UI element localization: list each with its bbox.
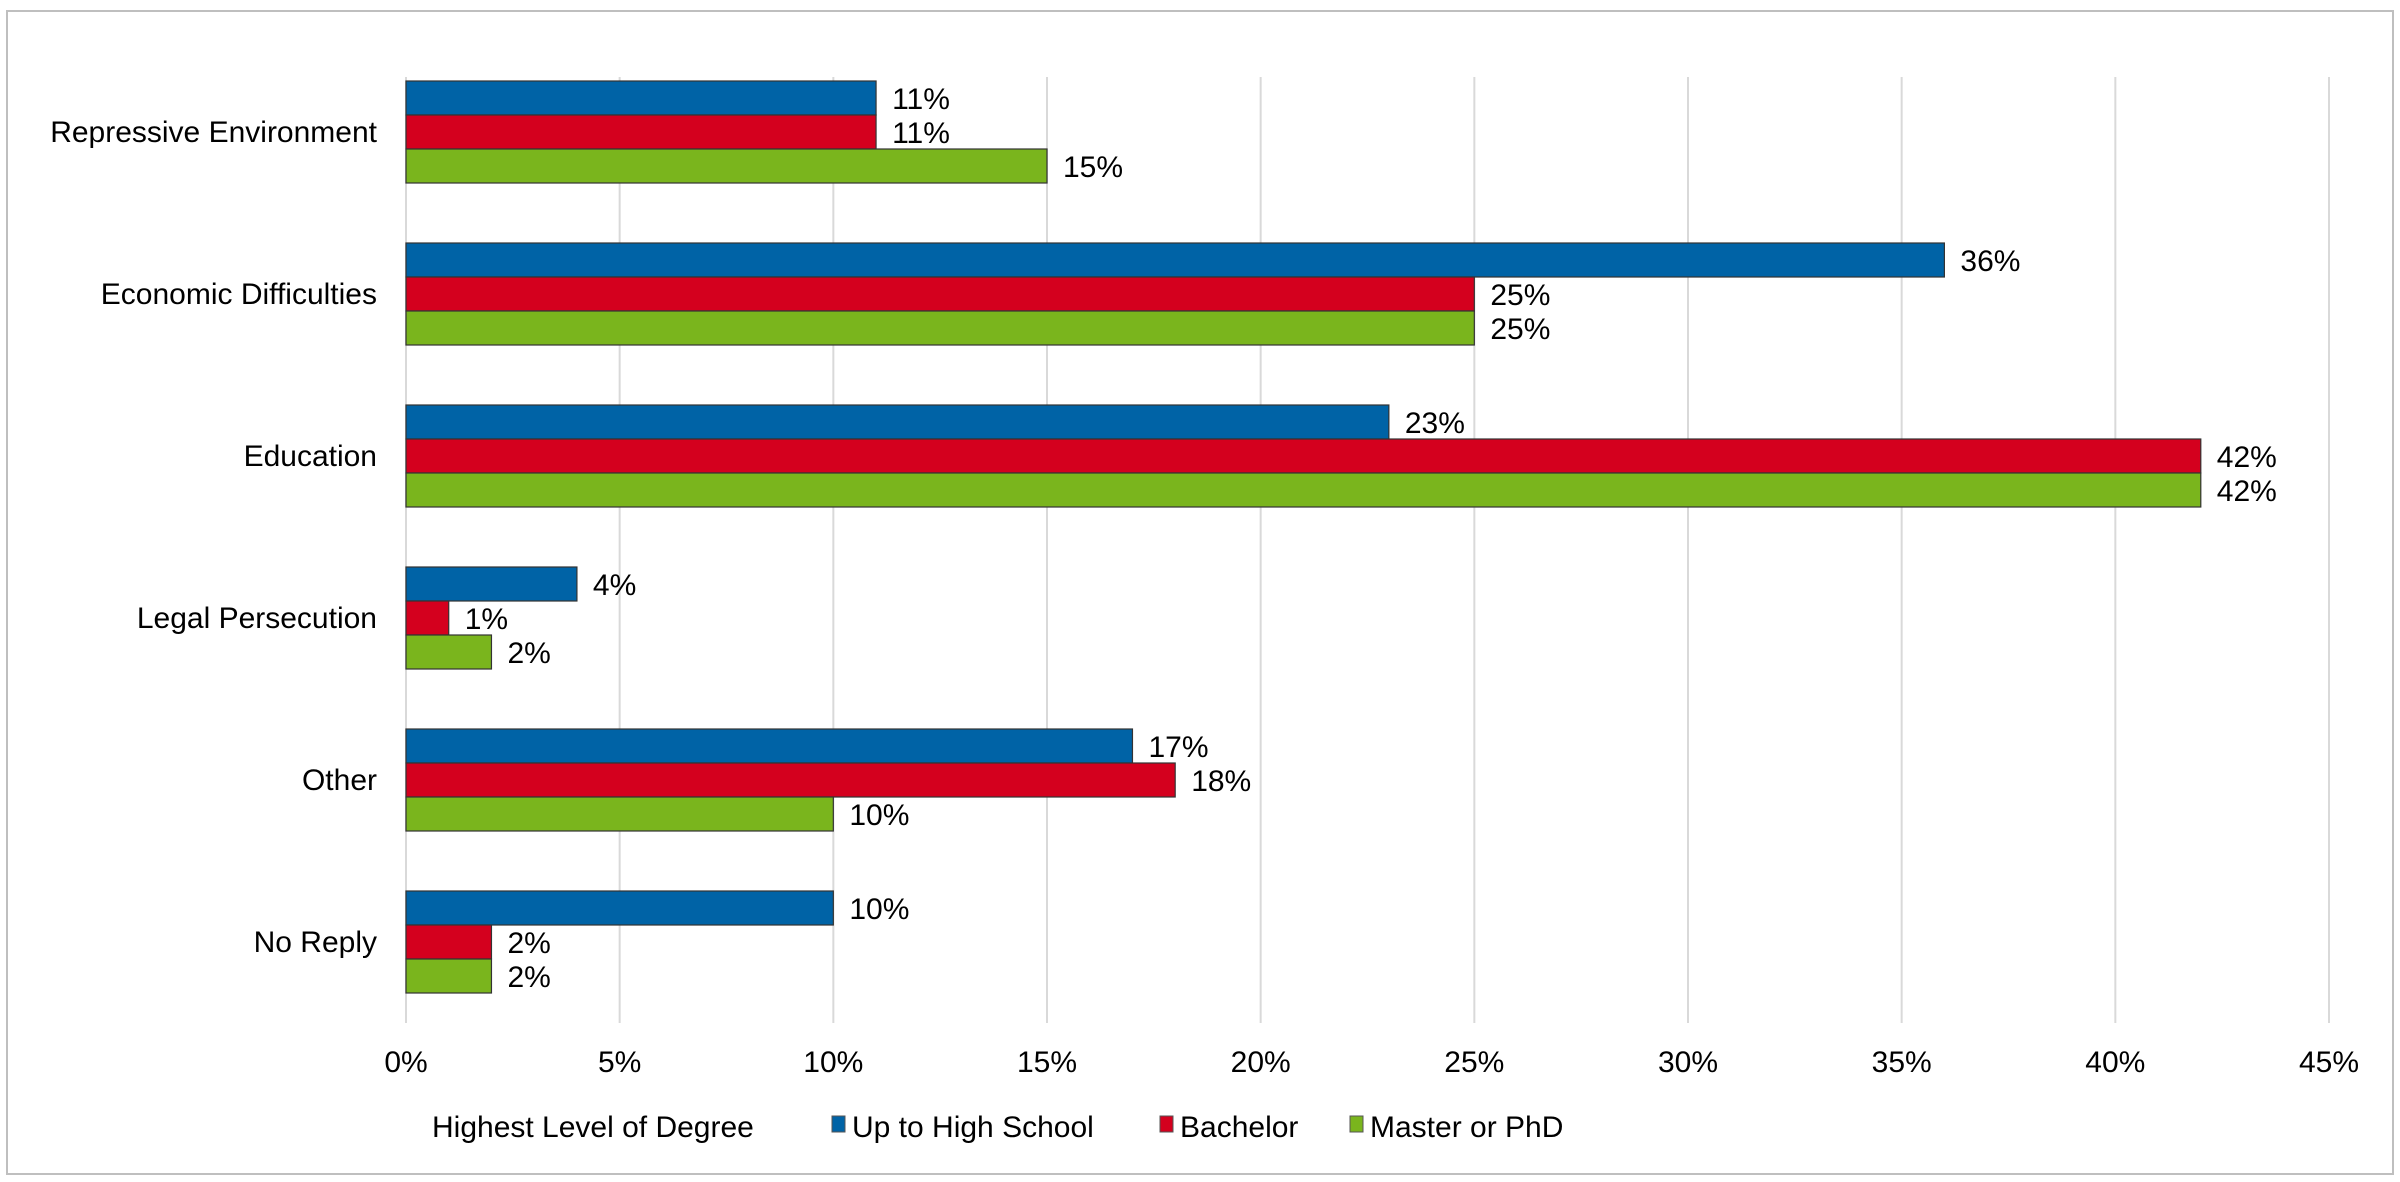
data-label: 25% — [1490, 313, 1550, 346]
bar — [405, 728, 1134, 764]
bar — [405, 438, 2202, 474]
legend-entry: Master or PhD — [1370, 1111, 1563, 1144]
data-label: 11% — [892, 83, 950, 116]
legend-swatch — [1349, 1115, 1364, 1133]
data-label: 23% — [1405, 407, 1465, 440]
legend-swatch — [1159, 1115, 1174, 1133]
data-label: 11% — [892, 117, 950, 150]
bar — [405, 796, 834, 832]
legend: Highest Level of Degree Up to High Schoo… — [432, 1111, 1563, 1144]
data-label: 2% — [507, 637, 550, 670]
category-label: No Reply — [254, 926, 377, 959]
x-tick-label: 20% — [1231, 1046, 1291, 1079]
bar — [405, 600, 450, 636]
category-label: Legal Persecution — [137, 602, 377, 635]
category-label: Economic Difficulties — [101, 278, 377, 311]
x-tick-label: 45% — [2299, 1046, 2359, 1079]
bar — [405, 634, 493, 670]
x-tick-label: 5% — [598, 1046, 641, 1079]
bar — [405, 890, 834, 926]
data-label: 42% — [2217, 475, 2277, 508]
x-tick-label: 0% — [384, 1046, 427, 1079]
data-label: 10% — [849, 893, 909, 926]
bar — [405, 114, 877, 150]
bar — [405, 924, 493, 960]
chart-frame — [6, 10, 2394, 1175]
data-label: 2% — [507, 961, 550, 994]
data-label: 17% — [1148, 731, 1208, 764]
bar — [405, 148, 1048, 184]
bar — [405, 310, 1475, 346]
legend-entry: Up to High School — [852, 1111, 1094, 1144]
data-label: 1% — [465, 603, 508, 636]
x-tick-label: 35% — [1872, 1046, 1932, 1079]
x-tick-label: 10% — [803, 1046, 863, 1079]
bar — [405, 958, 493, 994]
legend-entry: Bachelor — [1180, 1111, 1298, 1144]
x-tick-label: 25% — [1444, 1046, 1504, 1079]
bar — [405, 762, 1176, 798]
data-label: 42% — [2217, 441, 2277, 474]
bar — [405, 242, 1946, 278]
x-tick-label: 30% — [1658, 1046, 1718, 1079]
bar — [405, 566, 578, 602]
bar — [405, 276, 1475, 312]
data-label: 4% — [593, 569, 636, 602]
data-label: 36% — [1960, 245, 2020, 278]
data-label: 10% — [849, 799, 909, 832]
legend-title: Highest Level of Degree — [432, 1111, 754, 1144]
data-label: 15% — [1063, 151, 1123, 184]
data-label: 25% — [1490, 279, 1550, 312]
x-tick-label: 15% — [1017, 1046, 1077, 1079]
bar — [405, 472, 2202, 508]
legend-swatch — [831, 1115, 846, 1133]
data-label: 2% — [507, 927, 550, 960]
category-label: Education — [244, 440, 377, 473]
category-label: Other — [302, 764, 377, 797]
bar — [405, 404, 1390, 440]
bar — [405, 80, 877, 116]
data-label: 18% — [1191, 765, 1251, 798]
category-label: Repressive Environment — [50, 116, 377, 149]
x-tick-label: 40% — [2085, 1046, 2145, 1079]
